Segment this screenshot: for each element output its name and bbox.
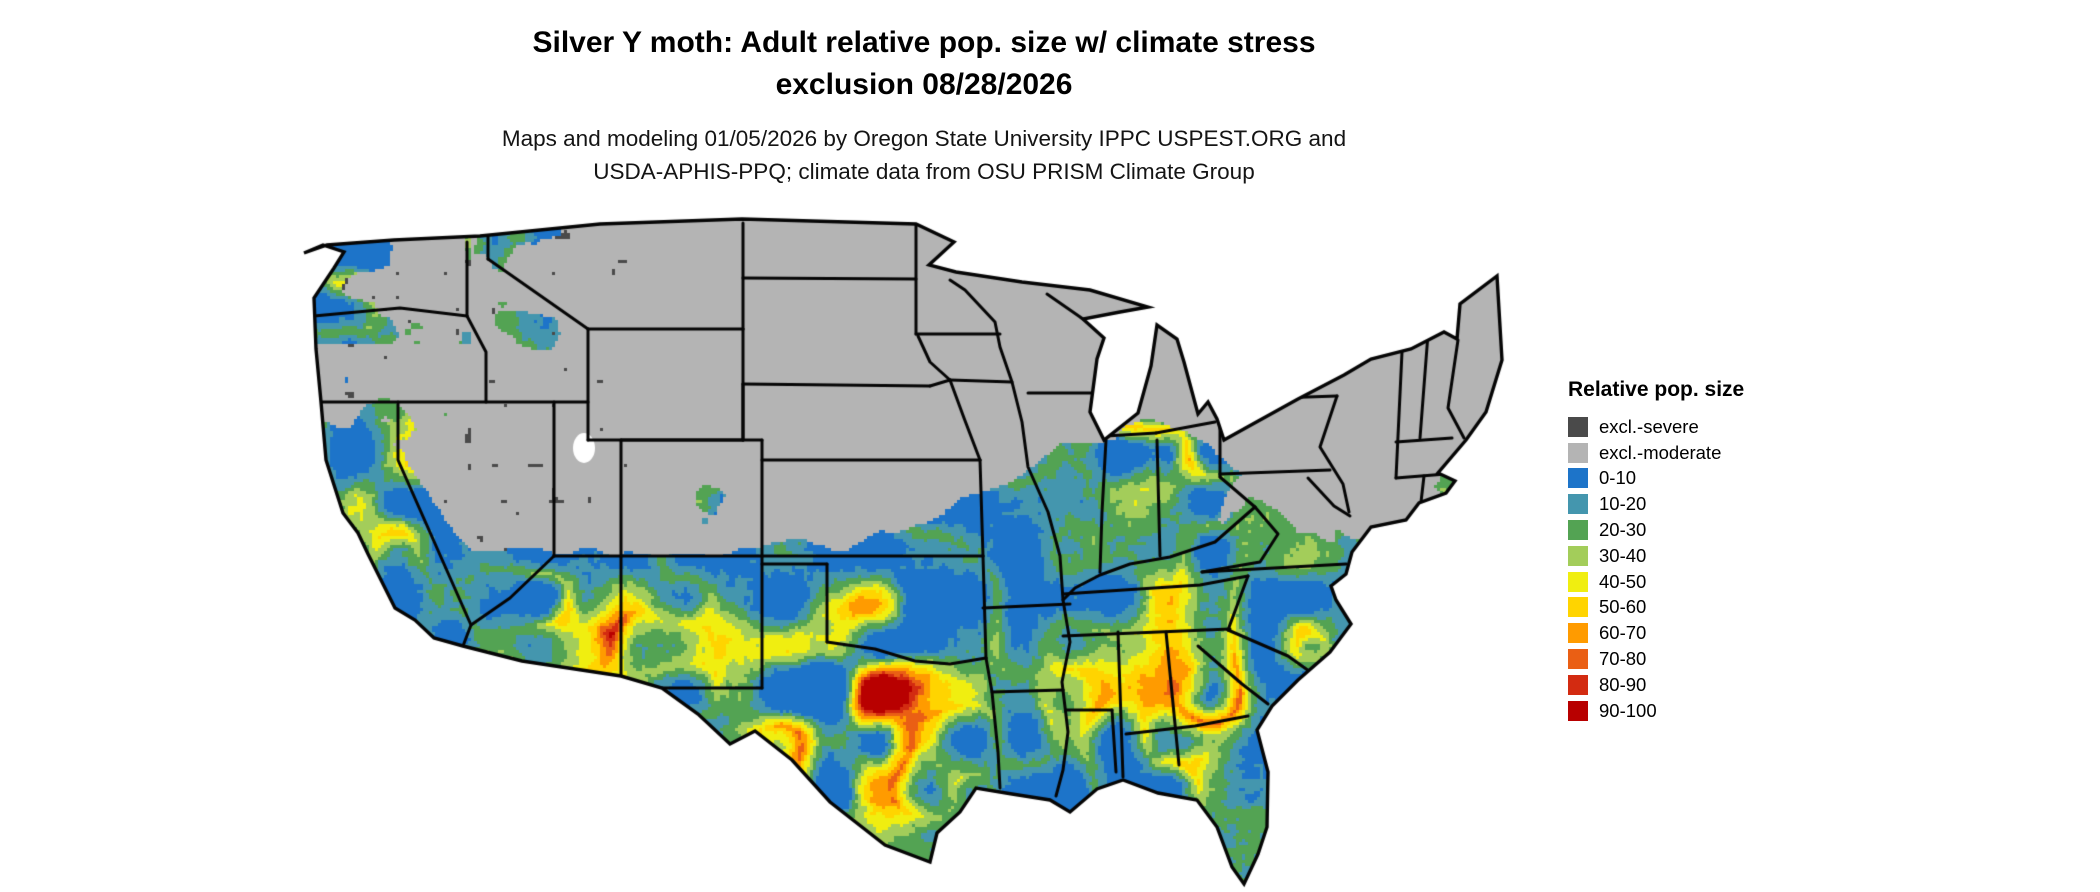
legend-entry: 0-10 <box>1568 466 1868 492</box>
legend-swatch <box>1568 571 1588 592</box>
legend-swatch <box>1568 468 1588 489</box>
legend-swatch <box>1568 416 1588 437</box>
legend-label: 50-60 <box>1599 596 1647 618</box>
legend-title: Relative pop. size <box>1568 378 1745 401</box>
legend-entry: excl.-moderate <box>1568 440 1868 466</box>
legend-entry: 40-50 <box>1568 569 1868 595</box>
title-line-1: Silver Y moth: Adult relative pop. size … <box>532 26 1316 59</box>
us-map-canvas <box>300 212 1520 892</box>
legend-entry: excl.-severe <box>1568 414 1868 440</box>
header: Silver Y moth: Adult relative pop. size … <box>0 22 1848 188</box>
legend-label: 70-80 <box>1599 648 1647 670</box>
legend-entry: 90-100 <box>1568 698 1868 724</box>
legend-entry: 20-30 <box>1568 517 1868 543</box>
map-subtitle: Maps and modeling 01/05/2026 by Oregon S… <box>0 122 1848 188</box>
legend-label: 30-40 <box>1599 544 1647 566</box>
legend-swatch <box>1568 597 1588 618</box>
title-line-2: exclusion 08/28/2026 <box>775 68 1073 101</box>
legend-label: 10-20 <box>1599 493 1647 515</box>
legend-label: excl.-severe <box>1599 415 1699 437</box>
legend-label: 80-90 <box>1599 673 1647 695</box>
legend-label: 60-70 <box>1599 622 1647 644</box>
legend-entry: 50-60 <box>1568 595 1868 621</box>
legend-label: 40-50 <box>1599 570 1647 592</box>
subtitle-line-1: Maps and modeling 01/05/2026 by Oregon S… <box>501 126 1347 151</box>
legend-swatch <box>1568 545 1588 566</box>
legend-swatch <box>1568 520 1588 541</box>
legend-entry: 80-90 <box>1568 672 1868 698</box>
legend-entry: 30-40 <box>1568 543 1868 569</box>
legend-label: excl.-moderate <box>1599 441 1722 463</box>
map-title: Silver Y moth: Adult relative pop. size … <box>0 22 1848 106</box>
legend-swatch <box>1568 623 1588 644</box>
legend-entry: 60-70 <box>1568 620 1868 646</box>
legend-swatch <box>1568 700 1588 721</box>
legend-swatch <box>1568 494 1588 515</box>
legend-label: 0-10 <box>1599 467 1637 489</box>
legend-label: 20-30 <box>1599 519 1647 541</box>
legend-label: 90-100 <box>1599 699 1657 721</box>
legend-entry: 70-80 <box>1568 646 1868 672</box>
legend-swatch <box>1568 649 1588 670</box>
legend: Relative pop. size excl.-severe excl.-mod… <box>1568 378 1868 724</box>
legend-swatch <box>1568 674 1588 695</box>
legend-entry: 10-20 <box>1568 491 1868 517</box>
subtitle-line-2: USDA-APHIS-PPQ; climate data from OSU PR… <box>593 159 1255 184</box>
legend-entries: excl.-severe excl.-moderate 0-10 10-20 20-30… <box>1568 414 1868 724</box>
legend-swatch <box>1568 442 1588 463</box>
